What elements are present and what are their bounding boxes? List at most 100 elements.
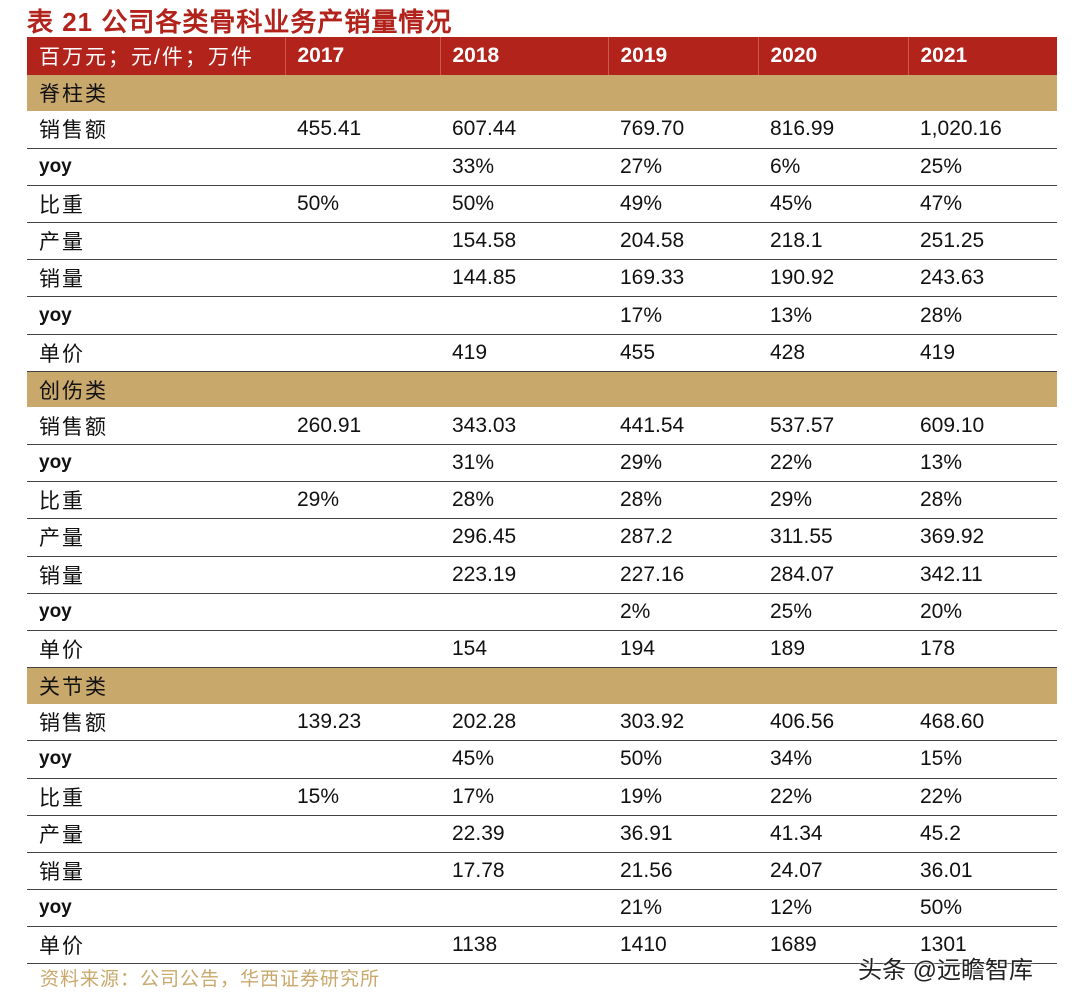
table-cell [285,889,440,928]
table-cell: 20% [908,593,1057,631]
table-cell: 202.28 [440,703,608,742]
table-row: 销售额 139.23 202.28 303.92 406.56 468.60 [27,703,1057,742]
table-cell: 17% [440,778,608,816]
table-cell: 343.03 [440,407,608,446]
table-cell: 29% [608,444,758,483]
table-cell: 28% [908,296,1057,335]
table-row: 产量 22.39 36.91 41.34 45.2 [27,815,1057,853]
table-cell: 25% [758,593,908,631]
section-row: 关节类 [27,667,1057,704]
header-cell-year: 2017 [284,37,440,75]
table-cell: 17.78 [440,852,608,891]
row-label: yoy [27,444,285,483]
table-cell: 24.07 [758,852,908,891]
table-cell: 27% [608,148,758,186]
table-cell: 419 [908,334,1057,372]
row-label: yoy [27,593,285,631]
table-cell: 303.92 [608,703,758,742]
row-label: yoy [27,740,285,779]
table-cell: 50% [440,185,608,224]
table-cell: 178 [908,630,1057,669]
header-cell-year: 2018 [439,37,608,75]
row-label: yoy [27,889,285,928]
table-cell: 15% [908,740,1057,779]
row-label: 销售额 [27,703,285,742]
table-cell [285,222,440,261]
row-label: 产量 [27,222,285,261]
section-label: 关节类 [39,675,108,699]
row-label: 比重 [27,778,285,816]
table-cell: 537.57 [758,407,908,446]
table-row: 单价 419 455 428 419 [27,334,1057,372]
table-row: 销售额 260.91 343.03 441.54 537.57 609.10 [27,407,1057,446]
table-row: yoy 45% 50% 34% 15% [27,740,1057,779]
table-cell: 816.99 [758,111,908,149]
table-cell: 223.19 [440,556,608,594]
table-cell: 31% [440,444,608,483]
table-cell: 144.85 [440,259,608,298]
row-label: 单价 [27,334,285,372]
table-cell: 154.58 [440,222,608,261]
row-label: yoy [27,148,285,186]
table-cell: 342.11 [908,556,1057,594]
table-cell [285,518,440,557]
table-cell: 45% [440,740,608,779]
table-cell: 296.45 [440,518,608,557]
table-cell: 28% [608,481,758,520]
table-cell: 1,020.16 [908,111,1057,149]
table-cell [285,815,440,853]
table-cell: 13% [908,444,1057,483]
table-cell [285,148,440,186]
table-cell [440,889,608,928]
table-cell [440,593,608,631]
table-cell: 36.01 [908,852,1057,891]
table-cell: 29% [285,481,440,520]
table-cell: 22.39 [440,815,608,853]
row-label: 单价 [27,630,285,669]
data-table: 百万元；元/件；万件 2017 2018 2019 2020 2021 脊柱类销… [27,37,1057,965]
table-cell: 468.60 [908,703,1057,742]
table-cell [440,296,608,335]
table-cell: 33% [440,148,608,186]
table-row: 销量 223.19 227.16 284.07 342.11 [27,556,1057,594]
table-cell: 218.1 [758,222,908,261]
table-row: yoy 2% 25% 20% [27,593,1057,631]
table-row: 比重 15% 17% 19% 22% 22% [27,778,1057,816]
table-cell: 50% [285,185,440,224]
table-row: 销量 144.85 169.33 190.92 243.63 [27,259,1057,298]
table-cell: 28% [440,481,608,520]
table-cell: 455 [608,334,758,372]
table-cell: 36.91 [608,815,758,853]
table-cell: 189 [758,630,908,669]
table-cell: 49% [608,185,758,224]
table-cell: 441.54 [608,407,758,446]
row-label: 销量 [27,852,285,891]
table-cell: 609.10 [908,407,1057,446]
table-row: 销售额 455.41 607.44 769.70 816.99 1,020.16 [27,111,1057,149]
table-cell [285,740,440,779]
header-cell-year: 2020 [757,37,908,75]
row-label: yoy [27,296,285,335]
table-cell [285,852,440,891]
table-cell: 1689 [758,926,908,965]
row-label: 比重 [27,185,285,224]
source-note: 资料来源：公司公告，华西证券研究所 [40,969,381,990]
table-cell: 769.70 [608,111,758,149]
table-cell: 41.34 [758,815,908,853]
row-label: 销售额 [27,407,285,446]
table-row: 单价 154 194 189 178 [27,630,1057,669]
header-cell-year: 2021 [907,37,1057,75]
table-cell [285,926,440,965]
table-cell: 34% [758,740,908,779]
table-cell: 1410 [608,926,758,965]
table-row: 产量 154.58 204.58 218.1 251.25 [27,222,1057,261]
table-cell: 284.07 [758,556,908,594]
section-row: 脊柱类 [27,75,1057,111]
table-cell: 243.63 [908,259,1057,298]
table-cell: 154 [440,630,608,669]
table-cell [285,334,440,372]
table-row: yoy 17% 13% 28% [27,296,1057,335]
table-row: 产量 296.45 287.2 311.55 369.92 [27,518,1057,557]
table-cell: 50% [608,740,758,779]
table-cell: 227.16 [608,556,758,594]
